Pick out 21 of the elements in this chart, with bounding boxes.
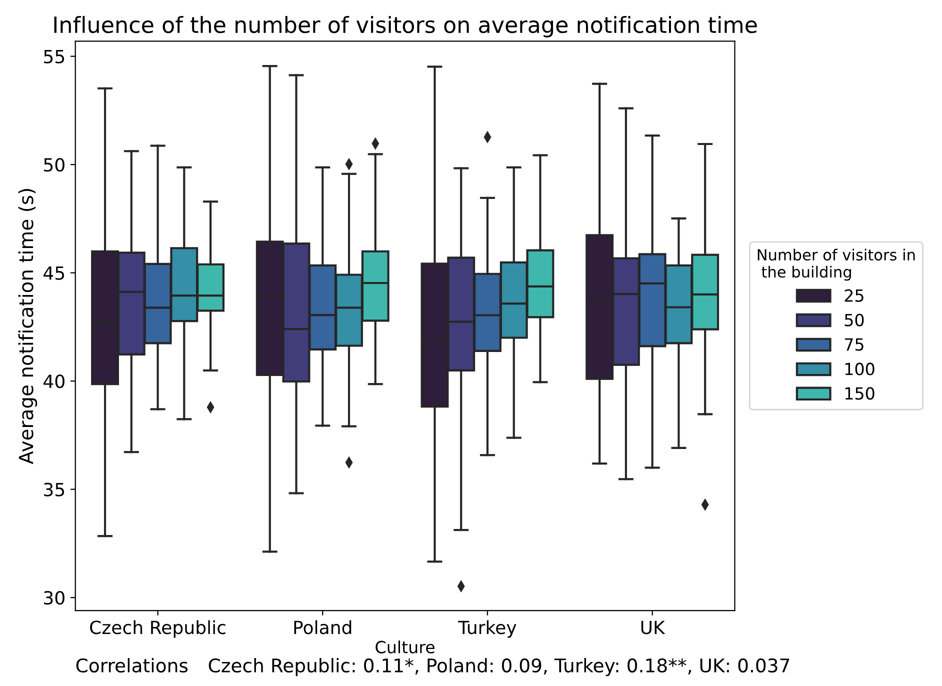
x-tick-label: Turkey bbox=[458, 620, 516, 638]
text: Czech Republic: 0.11*, Poland: 0.09, Turkey: 0.18**, UK: 0.037 bbox=[208, 658, 790, 676]
legend-label: 25 bbox=[844, 289, 864, 302]
text: Correlations bbox=[76, 658, 188, 673]
legend-label: 100 bbox=[845, 362, 874, 376]
y-tick-label: 55 bbox=[44, 50, 64, 64]
legend-title: Number of visitors in the building bbox=[758, 248, 915, 281]
y-tick-label: 40 bbox=[44, 374, 64, 388]
x-axis-title: Culture bbox=[376, 640, 435, 654]
y-axis-title: Average notification time (s) bbox=[18, 189, 38, 464]
y-tick-label: 30 bbox=[44, 591, 64, 605]
y-tick-label: 45 bbox=[44, 266, 64, 280]
x-tick-label: UK bbox=[641, 620, 666, 634]
y-tick-label: 50 bbox=[44, 158, 64, 172]
chart-title: Influence of the number of visitors on average notification time bbox=[54, 16, 757, 38]
x-tick-label: Poland bbox=[294, 620, 352, 634]
x-tick-label: Czech Republic bbox=[90, 620, 226, 638]
y-tick-label: 35 bbox=[44, 482, 64, 496]
legend-label: 75 bbox=[844, 338, 864, 351]
legend-label: 50 bbox=[844, 314, 864, 326]
legend-label: 150 bbox=[845, 387, 874, 400]
